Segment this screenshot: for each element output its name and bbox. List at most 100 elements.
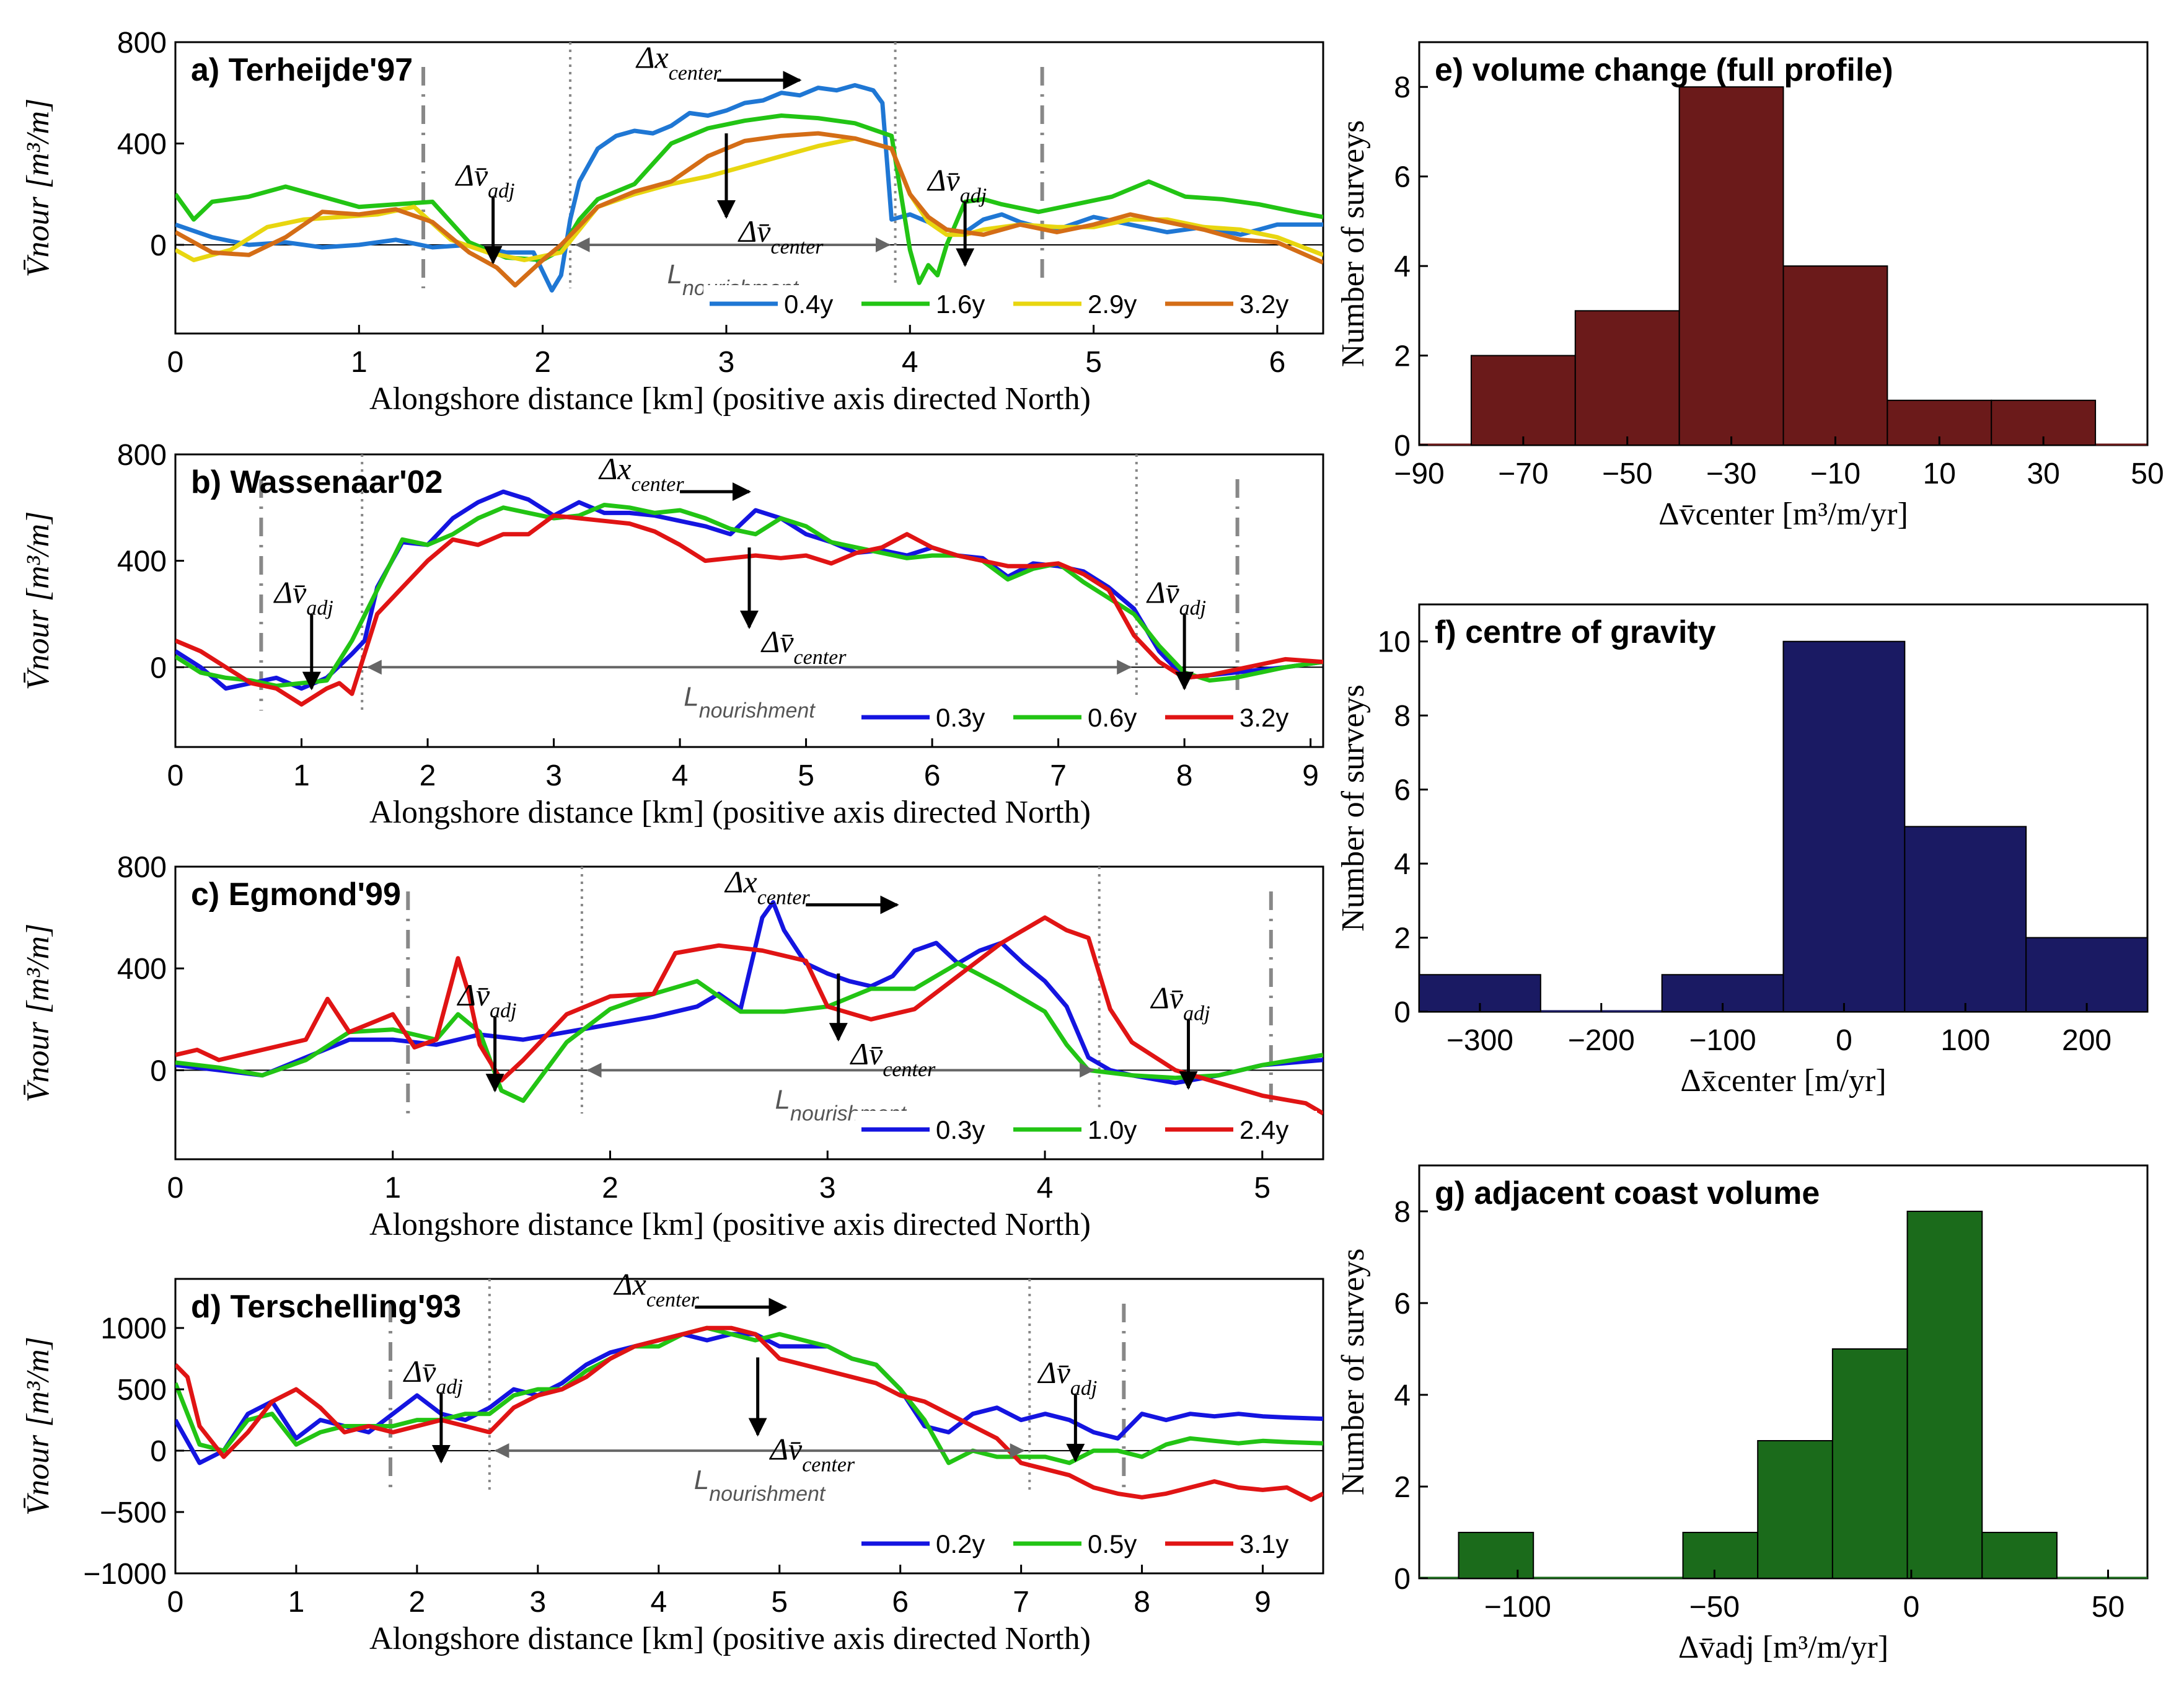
x-axis-label: Alongshore distance [km] (positive axis … [369, 1207, 1091, 1242]
dv-adj-label: Δv̄adj [403, 1354, 463, 1399]
x-tick-label: 5 [771, 1586, 788, 1619]
y-tick-label: 800 [117, 27, 167, 60]
y-tick-label: 2 [1394, 1471, 1411, 1504]
x-tick-label: 8 [1176, 759, 1193, 792]
y-tick-label: −1000 [83, 1558, 167, 1591]
L-nourishment-label: Lnourishment [684, 681, 816, 722]
x-tick-label: 0 [167, 1586, 184, 1619]
dv-adj-label: Δv̄adj [457, 978, 517, 1022]
y-tick-label: 800 [117, 439, 167, 472]
x-tick-label: 0 [1903, 1591, 1920, 1624]
legend-box [855, 1111, 1317, 1147]
x-tick-label: 7 [1050, 759, 1067, 792]
legend-label-0.3y: 0.3y [936, 703, 985, 732]
dv-center-label: Δv̄center [769, 1431, 855, 1476]
x-tick-label: 2 [409, 1586, 426, 1619]
series-line-3.2y [175, 513, 1323, 707]
dv-adj-label: Δv̄adj [1150, 980, 1210, 1025]
x-tick-label: −50 [1689, 1591, 1740, 1624]
series-line-1.6y [175, 113, 1323, 285]
plot-frame [174, 1278, 1324, 1575]
histogram-bar [1782, 265, 1888, 446]
x-axis-label: Alongshore distance [km] (positive axis … [369, 381, 1091, 417]
series-group [175, 900, 1323, 1116]
x-tick-label: 0 [167, 759, 184, 792]
dv-adj-label: Δv̄adj [455, 157, 515, 202]
x-axis-label: Δx̄center [m/yr] [1680, 1063, 1886, 1098]
x-tick-label: −300 [1446, 1024, 1513, 1057]
x-tick-label: 50 [2131, 458, 2164, 490]
panel-title: e) volume change (full profile) [1435, 52, 1893, 88]
legend-label-0.6y: 0.6y [1088, 703, 1137, 732]
x-tick-label: −10 [1810, 458, 1860, 490]
y-tick-label: 400 [117, 128, 167, 161]
histogram-bar [1831, 1348, 1908, 1579]
x-tick-label: 0 [1836, 1024, 1852, 1057]
panel-title: a) Terheijde'97 [191, 52, 413, 88]
x-tick-label: 4 [1037, 1172, 1054, 1205]
y-tick-label: 0 [1394, 430, 1411, 462]
x-axis-label: Alongshore distance [km] (positive axis … [369, 1621, 1091, 1656]
x-tick-label: 0 [167, 346, 184, 379]
series-line-3.1y [175, 1325, 1323, 1502]
panel-title: f) centre of gravity [1435, 614, 1716, 650]
x-tick-label: 1 [288, 1586, 305, 1619]
x-tick-label: 100 [1940, 1024, 1990, 1057]
x-tick-label: 9 [1302, 759, 1319, 792]
x-tick-label: 3 [529, 1586, 546, 1619]
y-tick-label: 4 [1394, 250, 1411, 283]
x-tick-label: 2 [602, 1172, 619, 1205]
legend-label-2.4y: 2.4y [1240, 1115, 1288, 1144]
legend-label-0.5y: 0.5y [1088, 1529, 1137, 1558]
legend-label-1.0y: 1.0y [1088, 1115, 1137, 1144]
histogram-bar [1757, 1440, 1833, 1579]
series-line-3.2y [175, 131, 1323, 288]
series-line-0.5y [175, 1325, 1323, 1465]
y-axis-label: V̄nour [m³/m] [20, 511, 56, 691]
legend-label-2.9y: 2.9y [1088, 290, 1137, 319]
series-line-0.6y [175, 503, 1323, 688]
histogram-bar [2025, 937, 2149, 1012]
dv-adj-label: Δv̄adj [927, 162, 987, 207]
histogram-bar [1574, 310, 1680, 446]
x-tick-label: −50 [1602, 458, 1652, 490]
y-tick-label: 4 [1394, 848, 1411, 881]
plot-frame [174, 453, 1324, 748]
dx-center-label: Δxcenter [598, 451, 684, 496]
panel-title: c) Egmond'99 [191, 877, 401, 913]
plot-frame [174, 41, 1324, 335]
x-tick-label: −90 [1394, 458, 1444, 490]
panel-g: g) adjacent coast volume −100 −50 0 50 0 2 4 6 8 Δ… [1336, 1164, 2149, 1665]
y-axis-label: V̄nour [m³/m] [20, 1337, 56, 1516]
histogram-bar [1981, 1532, 2058, 1579]
x-axis-label: Alongshore distance [km] (positive axis … [369, 795, 1091, 830]
x-tick-label: 7 [1013, 1586, 1029, 1619]
y-tick-label: 0 [1394, 1563, 1411, 1596]
x-tick-label: 4 [902, 346, 918, 379]
legend-label-0.3y: 0.3y [936, 1115, 985, 1144]
x-tick-label: −100 [1484, 1591, 1551, 1624]
x-tick-label: 10 [1923, 458, 1956, 490]
y-tick-label: 10 [1378, 626, 1411, 659]
panel-title: d) Terschelling'93 [191, 1289, 461, 1325]
legend-label-0.4y: 0.4y [784, 290, 833, 319]
histogram-bar [1678, 86, 1784, 446]
y-tick-label: 0 [150, 1435, 167, 1468]
dv-adj-label: Δv̄adj [273, 575, 333, 619]
series-line-0.4y [175, 83, 1323, 293]
legend-label-1.6y: 1.6y [936, 290, 985, 319]
dv-center-label: Δv̄center [850, 1037, 936, 1081]
x-tick-label: 9 [1254, 1586, 1271, 1619]
x-axis-label: Δv̄center [m³/m/yr] [1658, 497, 1908, 532]
legend-label-3.1y: 3.1y [1240, 1529, 1288, 1558]
y-tick-label: 0 [150, 1054, 167, 1087]
series-line-2.4y [175, 915, 1323, 1116]
dv-adj-label: Δv̄adj [1037, 1355, 1097, 1400]
x-tick-label: 1 [351, 346, 368, 379]
legend-label-3.2y: 3.2y [1240, 703, 1288, 732]
y-axis-label: V̄nour [m³/m] [20, 99, 56, 278]
y-tick-label: 0 [1394, 996, 1411, 1029]
x-tick-label: −30 [1706, 458, 1756, 490]
x-tick-label: 6 [924, 759, 941, 792]
